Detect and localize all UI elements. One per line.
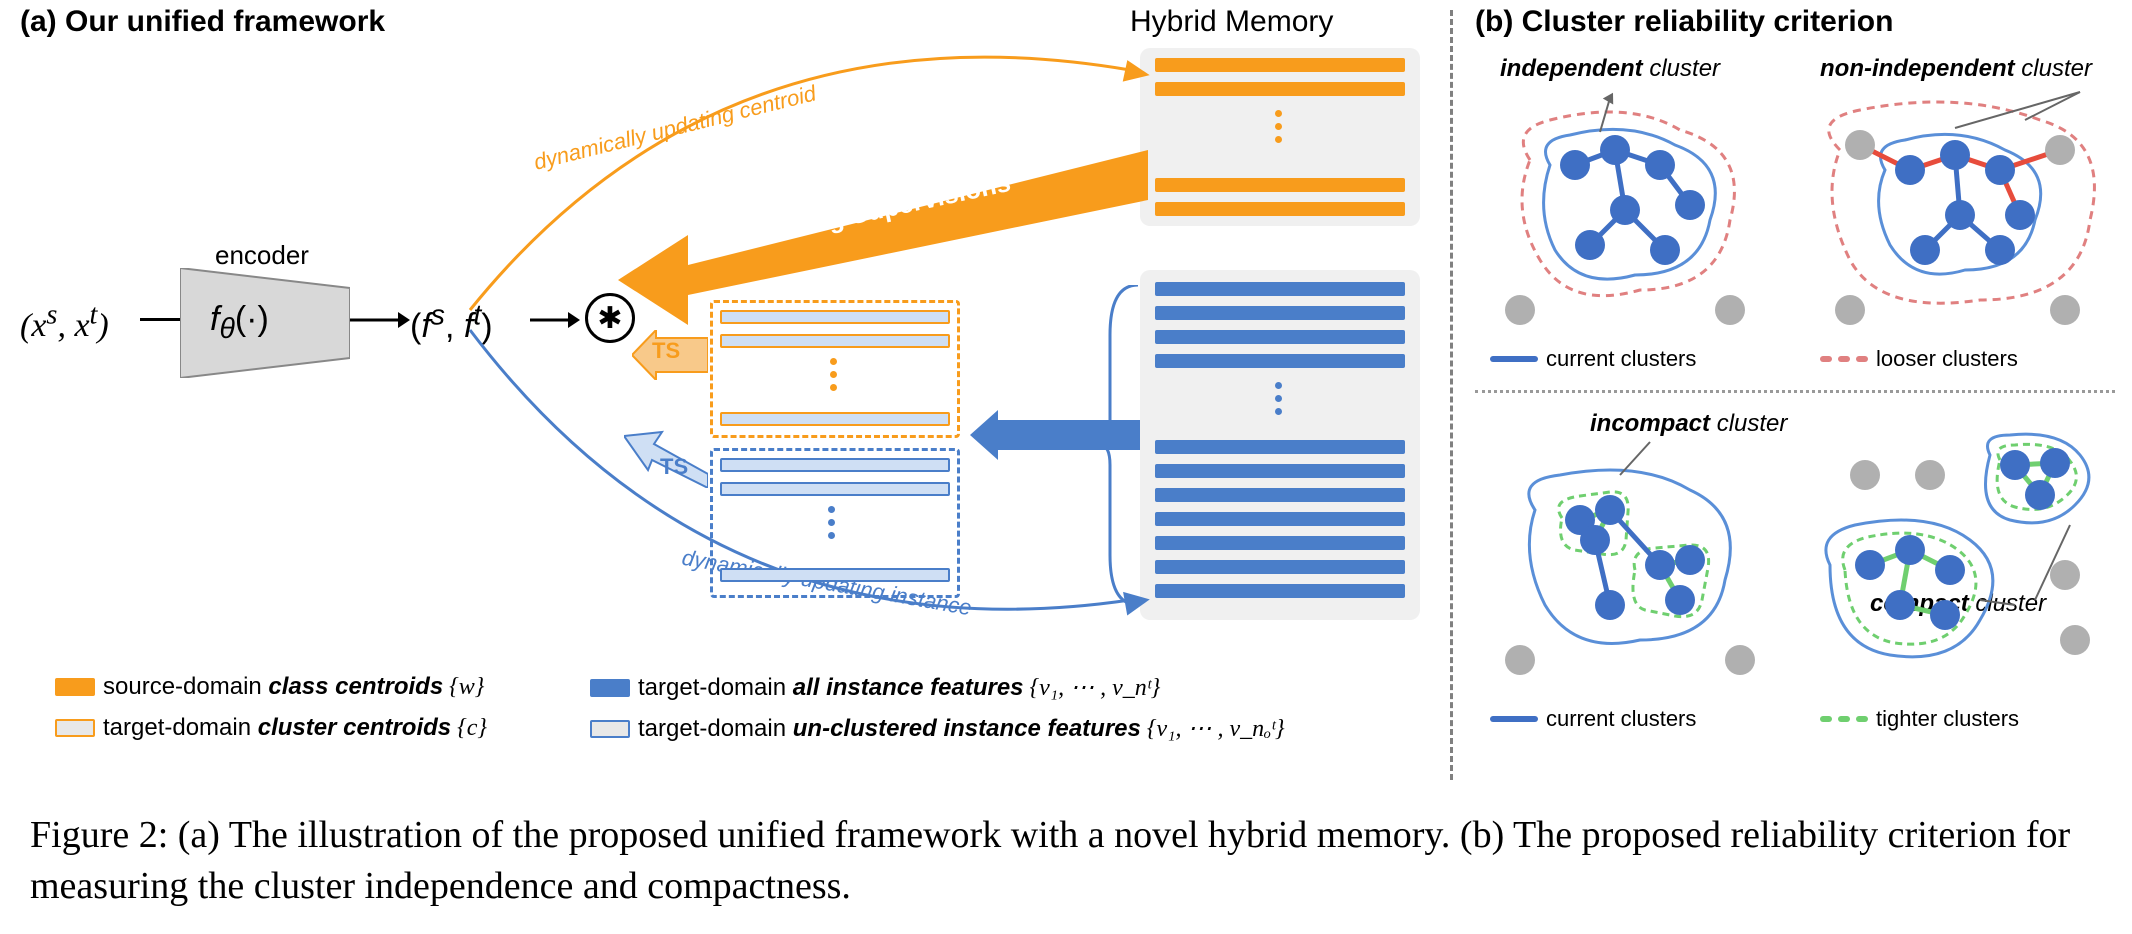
legend-line bbox=[1490, 356, 1538, 362]
memory-bar bbox=[1155, 584, 1405, 598]
memory-bar bbox=[1155, 282, 1405, 296]
legend-text: target-domain un-clustered instance feat… bbox=[638, 714, 1285, 743]
brace bbox=[1100, 285, 1140, 605]
arrow bbox=[350, 308, 410, 332]
legend-text: target-domain all instance features {v₁,… bbox=[638, 673, 1160, 702]
cluster-top-right bbox=[1800, 90, 2120, 330]
memory-dots bbox=[1275, 110, 1282, 143]
legend-b-current-bottom: current clusters bbox=[1490, 706, 1696, 732]
mid-bar bbox=[720, 412, 950, 426]
memory-bar bbox=[1155, 560, 1405, 574]
mid-dots bbox=[828, 506, 835, 539]
input-math: (xs, xt) bbox=[20, 300, 109, 345]
legend-b-current-top: current clusters bbox=[1490, 346, 1696, 372]
cluster-label-nonindependent: non-independent cluster bbox=[1820, 55, 2092, 83]
legend-text: target-domain cluster centroids {c} bbox=[103, 714, 487, 742]
memory-bar bbox=[1155, 82, 1405, 96]
mid-bar bbox=[720, 458, 950, 472]
panel-b-mid-divider bbox=[1475, 390, 2115, 393]
ts-small-label-2: TS bbox=[660, 454, 688, 480]
cluster-label-incompact: incompact cluster bbox=[1590, 410, 1787, 438]
cluster-top-left bbox=[1480, 90, 1780, 330]
legend-swatch bbox=[590, 720, 630, 738]
mid-dots bbox=[830, 358, 837, 391]
legend-b-looser: looser clusters bbox=[1820, 346, 2018, 372]
encoder-label: encoder bbox=[215, 240, 309, 271]
legend-item-3: target-domain all instance features {v₁,… bbox=[590, 673, 1160, 702]
mid-bar bbox=[720, 568, 950, 582]
panel-b: (b) Cluster reliability criterion indepe… bbox=[1470, 0, 2130, 790]
memory-bar bbox=[1155, 306, 1405, 320]
cluster-bottom-left bbox=[1480, 440, 1780, 680]
legend-swatch bbox=[590, 679, 630, 697]
ts-small-label-1: TS bbox=[652, 338, 680, 364]
cluster-label-independent: independent cluster bbox=[1500, 55, 1720, 83]
legend-text: source-domain class centroids {w} bbox=[103, 673, 484, 701]
memory-bar bbox=[1155, 354, 1405, 368]
encoder-math: fθ(·) bbox=[210, 300, 269, 346]
memory-bar bbox=[1155, 536, 1405, 550]
figure-caption: Figure 2: (a) The illustration of the pr… bbox=[30, 810, 2100, 913]
legend-dash bbox=[1820, 716, 1868, 722]
memory-bar bbox=[1155, 512, 1405, 526]
memory-bar bbox=[1155, 330, 1405, 344]
legend-line bbox=[1490, 716, 1538, 722]
legend-swatch bbox=[55, 719, 95, 737]
legend-item-1: source-domain class centroids {w} bbox=[55, 673, 484, 701]
legend-text: current clusters bbox=[1546, 346, 1696, 372]
memory-dots bbox=[1275, 382, 1282, 415]
cluster-bottom-right bbox=[1800, 425, 2120, 685]
figure-container: (a) Our unified framework Hybrid Memory bbox=[0, 0, 2132, 934]
mid-bar bbox=[720, 482, 950, 496]
legend-text: looser clusters bbox=[1876, 346, 2018, 372]
mid-bar bbox=[720, 310, 950, 324]
hybrid-memory-label: Hybrid Memory bbox=[1130, 5, 1333, 39]
memory-bar bbox=[1155, 488, 1405, 502]
legend-b-tighter: tighter clusters bbox=[1820, 706, 2019, 732]
memory-bar bbox=[1155, 58, 1405, 72]
memory-bar bbox=[1155, 202, 1405, 216]
legend-swatch bbox=[55, 678, 95, 696]
memory-bar bbox=[1155, 178, 1405, 192]
panel-a-title: (a) Our unified framework bbox=[20, 5, 385, 39]
memory-bar bbox=[1155, 440, 1405, 454]
memory-bar bbox=[1155, 464, 1405, 478]
line bbox=[140, 318, 180, 321]
legend-text: current clusters bbox=[1546, 706, 1696, 732]
legend-dash bbox=[1820, 356, 1868, 362]
panel-divider bbox=[1450, 10, 1453, 780]
legend-item-2: target-domain cluster centroids {c} bbox=[55, 714, 487, 742]
mid-bar bbox=[720, 334, 950, 348]
panel-b-title: (b) Cluster reliability criterion bbox=[1475, 5, 1893, 39]
legend-text: tighter clusters bbox=[1876, 706, 2019, 732]
legend-item-4: target-domain un-clustered instance feat… bbox=[590, 714, 1285, 743]
panel-a: (a) Our unified framework Hybrid Memory bbox=[0, 0, 1440, 790]
